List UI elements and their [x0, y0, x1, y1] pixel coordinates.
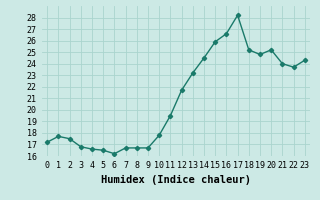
X-axis label: Humidex (Indice chaleur): Humidex (Indice chaleur) [101, 175, 251, 185]
